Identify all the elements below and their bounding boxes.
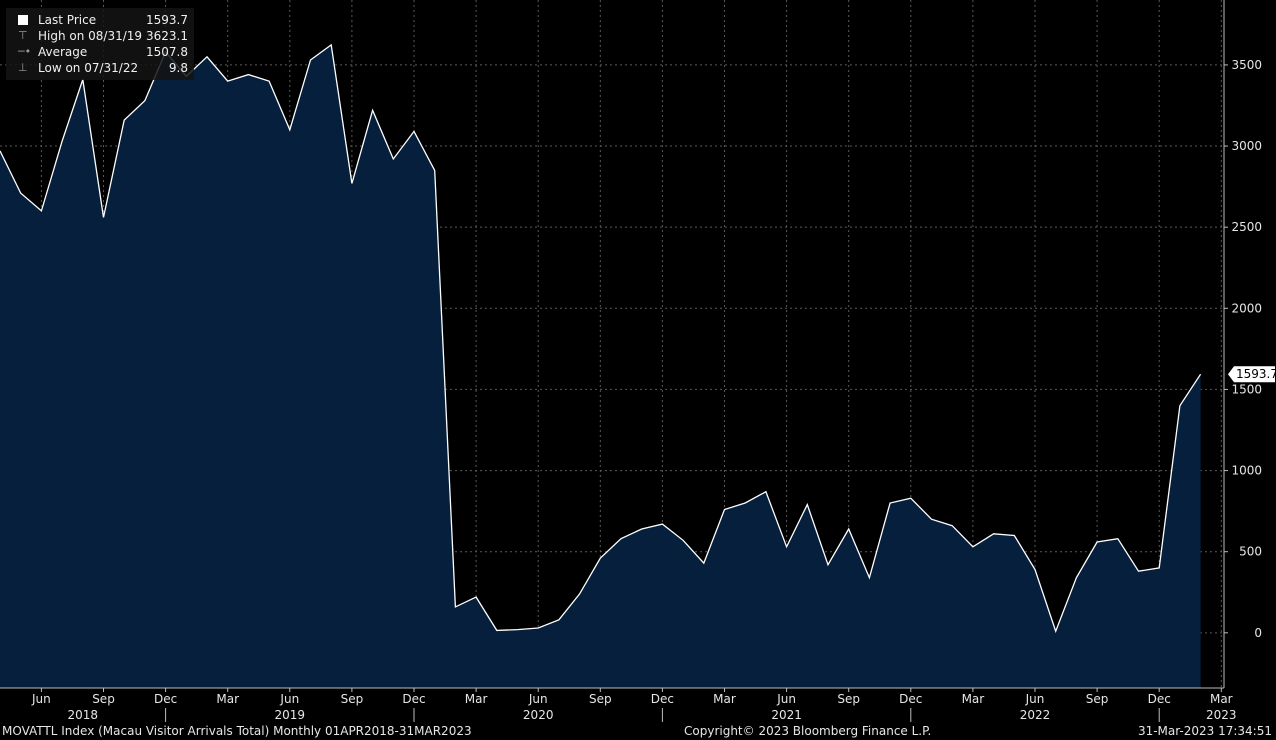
x-tick-label: Dec <box>899 692 922 706</box>
y-tick-label: 3000 <box>1231 139 1262 153</box>
legend-value: 1507.8 <box>146 45 188 59</box>
x-tick-label: Dec <box>651 692 674 706</box>
x-tick-label: Mar <box>1210 692 1233 706</box>
x-axis: Jun Sep Dec Mar Jun Sep Dec Mar Jun Sep Dec Mar Jun S… <box>0 687 1237 722</box>
y-tick-label: 1000 <box>1231 464 1262 478</box>
y-tick-label: 500 <box>1239 545 1262 559</box>
x-tick-label: Dec <box>154 692 177 706</box>
filled-square-icon <box>18 15 28 25</box>
legend-item-average: ─• Average 1507.8 <box>14 44 188 60</box>
y-axis: 0 500 1000 1500 2000 2500 3000 3500 <box>1223 0 1262 688</box>
legend-label: High on 08/31/19 <box>38 29 143 43</box>
year-label: 2021 <box>771 708 802 722</box>
footer-copyright: Copyright© 2023 Bloomberg Finance L.P. <box>684 724 932 738</box>
legend-label: Low on 07/31/22 <box>38 61 139 75</box>
x-tick-label: Mar <box>962 692 985 706</box>
footer-timestamp: 31-Mar-2023 17:34:51 <box>1137 724 1272 738</box>
y-tick-label: 1500 <box>1231 382 1262 396</box>
x-tick-label: Dec <box>1148 692 1171 706</box>
legend-item-last-price: Last Price 1593.7 <box>14 12 188 28</box>
x-tick-label: Mar <box>713 692 736 706</box>
legend-value: 1593.7 <box>146 13 188 27</box>
x-tick-label: Mar <box>465 692 488 706</box>
x-tick-label: Sep <box>92 692 115 706</box>
x-tick-label: Jun <box>528 692 548 706</box>
x-tick-label: Sep <box>837 692 860 706</box>
legend-label: Last Price <box>38 13 97 27</box>
legend-item-high: ⊤ High on 08/31/19 3623.1 <box>14 28 188 44</box>
y-tick-label: 3500 <box>1231 58 1262 72</box>
legend: Last Price 1593.7 ⊤ High on 08/31/19 362… <box>6 8 194 80</box>
x-tick-label: Sep <box>1086 692 1109 706</box>
x-tick-label: Jun <box>776 692 796 706</box>
x-tick-label: Dec <box>402 692 425 706</box>
series-line <box>0 43 1202 634</box>
footer-index-description: MOVATTL Index (Macau Visitor Arrivals To… <box>2 724 472 738</box>
year-label: 2019 <box>275 708 306 722</box>
high-marker-icon: ⊤ <box>18 29 28 42</box>
low-marker-icon: ⊥ <box>18 61 28 74</box>
legend-value: 9.8 <box>168 61 188 75</box>
year-label: 2023 <box>1206 708 1237 722</box>
x-tick-label: Mar <box>216 692 239 706</box>
last-value-tag-label: 1593.7 <box>1236 367 1276 381</box>
legend-item-low: ⊥ Low on 07/31/22 9.8 <box>14 60 188 76</box>
average-marker-icon: ─• <box>18 45 32 58</box>
x-tick-label: Jun <box>279 692 299 706</box>
y-tick-label: 0 <box>1254 626 1262 640</box>
last-value-tag-box <box>1228 366 1275 383</box>
year-label: 2018 <box>68 708 99 722</box>
year-label: 2020 <box>523 708 554 722</box>
legend-label: Average <box>38 45 88 59</box>
x-tick-label: Sep <box>589 692 612 706</box>
x-tick-label: Jun <box>31 692 51 706</box>
legend-value: 3623.1 <box>146 29 188 43</box>
y-tick-label: 2500 <box>1231 220 1262 234</box>
last-value-tag: 1593.7 <box>1228 366 1276 383</box>
y-tick-label: 2000 <box>1231 301 1262 315</box>
series-area <box>0 44 1201 688</box>
year-label: 2022 <box>1020 708 1051 722</box>
footer: MOVATTL Index (Macau Visitor Arrivals To… <box>0 722 1276 740</box>
x-tick-label: Sep <box>341 692 364 706</box>
x-tick-label: Jun <box>1025 692 1045 706</box>
